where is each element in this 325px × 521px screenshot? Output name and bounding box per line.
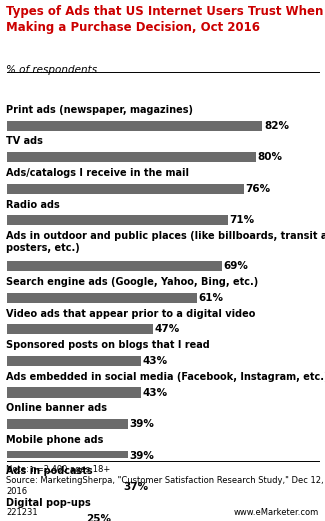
Text: 43%: 43% — [142, 356, 167, 366]
Text: 47%: 47% — [155, 325, 180, 334]
Bar — [6, 261, 222, 271]
Text: Ads embedded in social media (Facebook, Instagram, etc.): Ads embedded in social media (Facebook, … — [6, 371, 325, 382]
Text: Ads in podcasts: Ads in podcasts — [6, 466, 93, 476]
Bar — [6, 184, 244, 194]
Text: Search engine ads (Google, Yahoo, Bing, etc.): Search engine ads (Google, Yahoo, Bing, … — [6, 277, 259, 287]
Bar — [6, 121, 262, 131]
Text: Ads/catalogs I receive in the mail: Ads/catalogs I receive in the mail — [6, 168, 189, 178]
Text: TV ads: TV ads — [6, 137, 43, 146]
Text: Note: n=2,400 ages 18+
Source: MarketingSherpa, "Customer Satisfaction Research : Note: n=2,400 ages 18+ Source: Marketing… — [6, 465, 324, 496]
Text: 82%: 82% — [264, 121, 289, 131]
Text: 221231: 221231 — [6, 508, 38, 517]
Text: 69%: 69% — [223, 261, 248, 271]
Text: 71%: 71% — [229, 215, 255, 226]
Bar — [6, 215, 228, 226]
Bar — [6, 356, 141, 366]
Text: 76%: 76% — [245, 184, 270, 194]
Bar — [6, 152, 256, 162]
Text: Online banner ads: Online banner ads — [6, 403, 108, 413]
Text: Types of Ads that US Internet Users Trust When
Making a Purchase Decision, Oct 2: Types of Ads that US Internet Users Trus… — [6, 5, 324, 34]
Bar — [6, 514, 84, 521]
Bar — [6, 325, 153, 334]
Text: Print ads (newspaper, magazines): Print ads (newspaper, magazines) — [6, 105, 193, 115]
Text: Mobile phone ads: Mobile phone ads — [6, 435, 104, 445]
Text: % of respondents: % of respondents — [6, 65, 97, 75]
Text: 39%: 39% — [130, 451, 155, 461]
Text: Digital pop-ups: Digital pop-ups — [6, 498, 91, 508]
Text: www.eMarketer.com: www.eMarketer.com — [233, 508, 318, 517]
Text: 43%: 43% — [142, 388, 167, 398]
Text: Video ads that appear prior to a digital video: Video ads that appear prior to a digital… — [6, 308, 256, 319]
Text: 25%: 25% — [86, 514, 111, 521]
Text: 39%: 39% — [130, 419, 155, 429]
Text: Sponsored posts on blogs that I read: Sponsored posts on blogs that I read — [6, 340, 210, 350]
Text: 80%: 80% — [258, 152, 283, 162]
Text: Radio ads: Radio ads — [6, 200, 60, 209]
Bar — [6, 419, 128, 429]
Text: Ads in outdoor and public places (like billboards, transit ads,
posters, etc.): Ads in outdoor and public places (like b… — [6, 231, 325, 253]
Bar — [6, 451, 128, 461]
Bar — [6, 482, 122, 492]
Text: 37%: 37% — [124, 482, 149, 492]
Text: 61%: 61% — [198, 293, 223, 303]
Bar — [6, 293, 197, 303]
Bar — [6, 388, 141, 398]
